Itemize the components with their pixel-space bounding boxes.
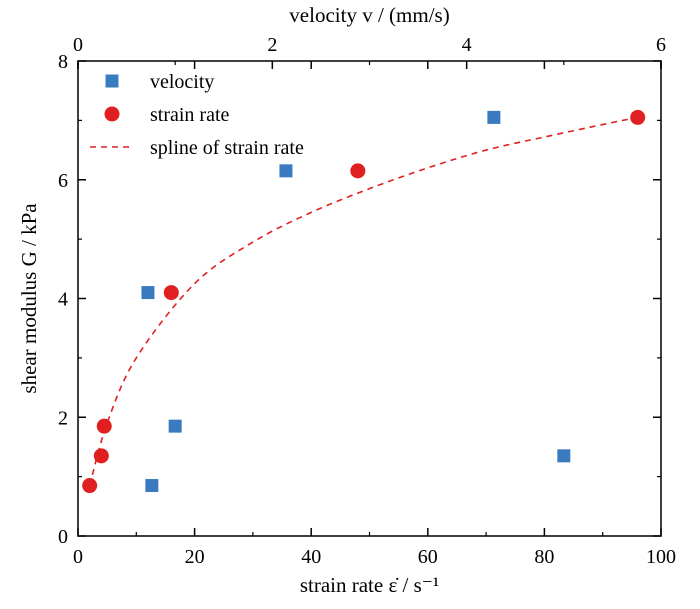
top-x-tick-label: 6 [656, 34, 666, 56]
y-tick-label: 2 [58, 407, 68, 429]
legend-swatch-velocity [105, 74, 119, 88]
velocity-point [168, 419, 182, 433]
x-tick-label: 100 [646, 546, 676, 568]
legend-swatch-strain-rate [104, 106, 120, 122]
velocity-point [141, 286, 155, 300]
x-tick-label: 80 [534, 546, 554, 568]
velocity-point [487, 110, 501, 124]
y-tick-label: 4 [58, 289, 68, 311]
velocity-point [145, 479, 159, 493]
strain-rate-point [350, 163, 366, 179]
legend-label: velocity [150, 71, 214, 93]
top-x-tick-label: 4 [462, 34, 472, 56]
legend-label: spline of strain rate [150, 137, 304, 159]
x-tick-label: 20 [185, 546, 205, 568]
x-tick-label: 60 [418, 546, 438, 568]
top-x-tick-label: 0 [73, 34, 83, 56]
y-tick-label: 8 [58, 51, 68, 73]
velocity-point [557, 449, 571, 463]
y-tick-label: 6 [58, 170, 68, 192]
y-tick-label: 0 [58, 526, 68, 548]
velocity-point [279, 164, 293, 178]
x-axis-title: strain rate ε̇ / s⁻¹ [300, 573, 439, 597]
plot-frame [77, 60, 662, 537]
legend-label: strain rate [150, 104, 230, 126]
top-x-tick-label: 2 [267, 34, 277, 56]
strain-rate-point [96, 418, 112, 434]
spline-line [88, 116, 638, 486]
top-x-axis-title: velocity v / (mm/s) [289, 3, 449, 27]
x-tick-label: 40 [301, 546, 321, 568]
y-axis-title: shear modulus G / kPa [17, 203, 41, 394]
x-tick-label: 0 [73, 546, 83, 568]
strain-rate-point [163, 285, 179, 301]
